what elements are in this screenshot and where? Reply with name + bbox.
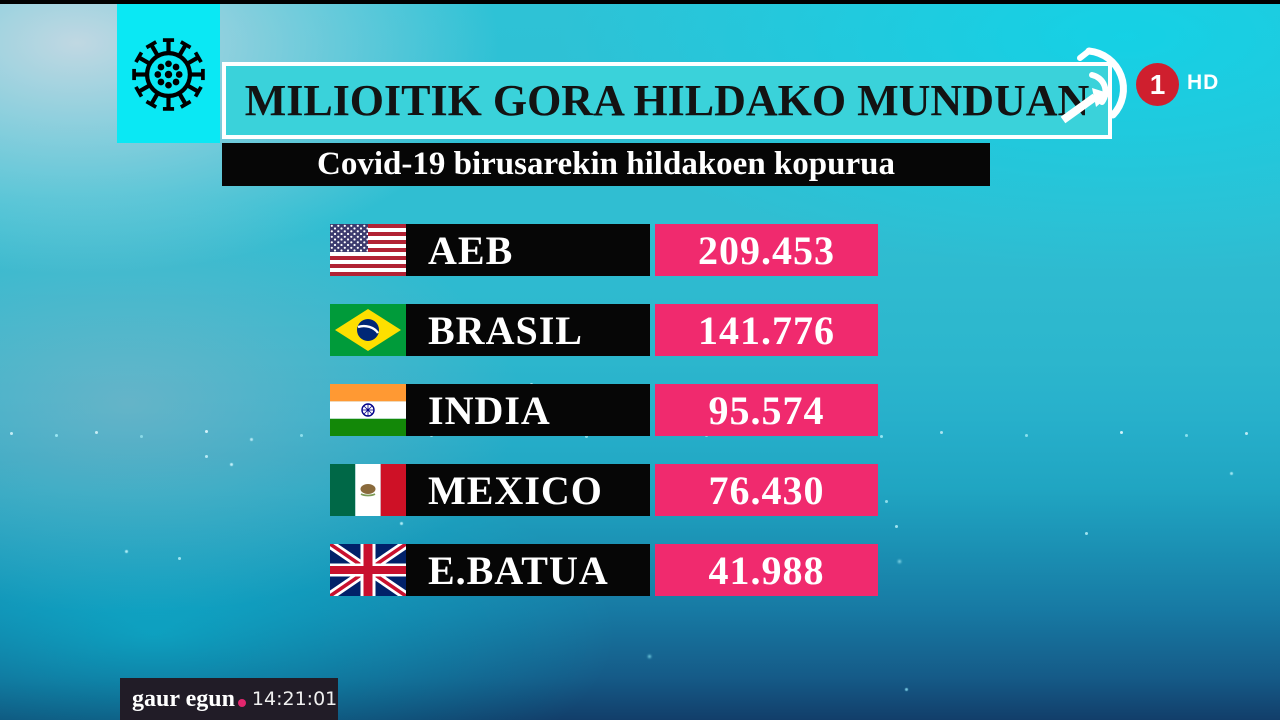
flag-mexico-icon <box>330 464 406 516</box>
death-count-box: 76.430 <box>655 464 878 516</box>
program-name: gaur egun <box>132 685 235 712</box>
death-count-value: 76.430 <box>708 467 825 513</box>
virus-badge <box>117 4 220 143</box>
death-count-value: 141.776 <box>698 307 835 353</box>
program-ticker: gaur egun 14:21:01 <box>120 678 338 720</box>
country-name: INDIA <box>428 387 551 433</box>
flag-aeb-icon <box>330 224 406 276</box>
headline-text: MILIOITIK GORA HILDAKO MUNDUAN <box>244 76 1090 125</box>
death-count-box: 41.988 <box>655 544 878 596</box>
death-count-box: 95.574 <box>655 384 878 436</box>
flag-india-icon <box>330 384 406 436</box>
headline-banner: MILIOITIK GORA HILDAKO MUNDUAN <box>222 62 1112 139</box>
table-row: MEXICO 76.430 <box>330 464 878 516</box>
death-count-box: 141.776 <box>655 304 878 356</box>
clock-time: 14:21:01 <box>251 688 338 710</box>
channel-1-badge: 1 <box>1136 63 1179 106</box>
death-count-box: 209.453 <box>655 224 878 276</box>
country-label-box: INDIA <box>406 384 650 436</box>
country-label-box: BRASIL <box>406 304 650 356</box>
country-name: E.BATUA <box>428 547 609 593</box>
channel-number: 1 <box>1149 68 1166 100</box>
table-row: AEB 209.453 <box>330 224 878 276</box>
country-name: MEXICO <box>428 467 603 513</box>
ticker-dot-icon <box>237 699 246 707</box>
country-name: BRASIL <box>428 307 583 353</box>
country-name: AEB <box>428 227 514 273</box>
table-row: BRASIL 141.776 <box>330 304 878 356</box>
flag-brasil-icon <box>330 304 406 356</box>
death-count-value: 95.574 <box>708 387 825 433</box>
subtitle-banner: Covid-19 birusarekin hildakoen kopurua <box>222 143 990 186</box>
death-count-value: 209.453 <box>698 227 835 273</box>
country-label-box: MEXICO <box>406 464 650 516</box>
top-black-strip <box>0 0 1280 4</box>
death-count-value: 41.988 <box>708 547 825 593</box>
subtitle-text: Covid-19 birusarekin hildakoen kopurua <box>317 146 895 182</box>
coronavirus-icon <box>122 28 215 121</box>
death-count-table: AEB 209.453 BRASIL 141.776 IN <box>330 224 878 596</box>
broadcaster-swoosh-icon <box>1060 47 1127 124</box>
country-label-box: E.BATUA <box>406 544 650 596</box>
table-row: INDIA 95.574 <box>330 384 878 436</box>
hd-badge: HD <box>1187 71 1220 94</box>
table-row: E.BATUA 41.988 <box>330 544 878 596</box>
flag-ebatua-icon <box>330 544 406 596</box>
country-label-box: AEB <box>406 224 650 276</box>
